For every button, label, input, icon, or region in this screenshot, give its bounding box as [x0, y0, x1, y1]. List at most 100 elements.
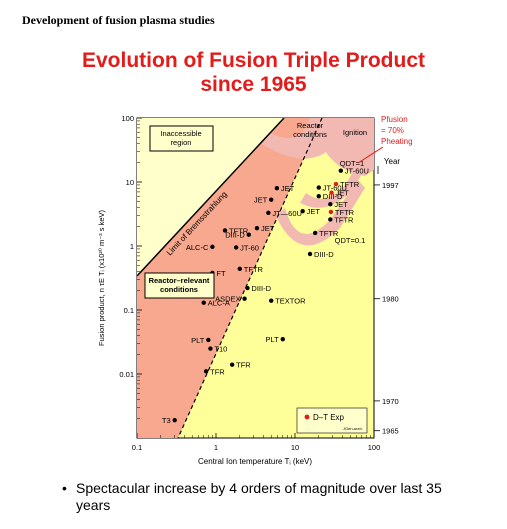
data-point-label: JT-60U: [323, 184, 347, 193]
data-point: [312, 230, 318, 236]
x-tick-label: 100: [368, 443, 381, 452]
data-point-label: T10: [214, 345, 227, 354]
data-point: [246, 232, 251, 237]
chart-title-line2: since 1965: [200, 73, 307, 96]
x-tick-label: 1: [214, 443, 218, 452]
reactor-label: Reactor conditions: [293, 121, 327, 139]
reactor-relevant-box: [144, 272, 215, 299]
qdt01-label: QDT=0.1: [335, 236, 366, 245]
data-point-label: JET: [307, 207, 321, 216]
data-point: [316, 185, 321, 190]
pfusion-pointer: [357, 146, 384, 164]
data-point-label: DIII-D: [323, 192, 343, 201]
data-point-label: TFTR: [335, 208, 355, 217]
data-point-label: ALC-A: [208, 299, 230, 308]
data-point-label: JET: [254, 196, 268, 205]
year-tick-label: 1970: [382, 397, 399, 406]
data-point-label: ASDEX: [215, 295, 240, 304]
x-tick-label: 10: [291, 443, 299, 452]
legend-box: [296, 407, 368, 434]
year-tick-label: 1965: [382, 427, 399, 436]
triple-product-chart: 0.1 1 10 100 0.01 0.1 1 10 100 1997 1980 1970 1965 T…: [97, 114, 413, 466]
data-point: [316, 193, 321, 199]
ignition-label: Ignition: [343, 128, 367, 137]
y-tick-label: 0.1: [124, 306, 134, 315]
data-point: [269, 298, 274, 303]
data-point: [233, 245, 239, 250]
data-point-label: JT-60: [240, 243, 259, 252]
reactor-relevant-region: [137, 118, 322, 438]
qdt01-band: [276, 180, 365, 246]
data-point: [208, 346, 213, 351]
data-point: [280, 336, 285, 342]
x-tick-label: 0.1: [132, 443, 142, 452]
y-axis-label: Fusion product, n τE Tᵢ (x10²⁰ m⁻³ s keV…: [97, 209, 106, 346]
bullet-icon: •: [62, 480, 67, 496]
year-tick-label: 1997: [382, 181, 399, 190]
summary-text: Spectacular increase by 4 orders of magn…: [76, 480, 442, 513]
legend-dt-label: D–T Exp: [313, 413, 345, 422]
data-point: [338, 168, 344, 173]
page-header: Development of fusion plasma studies: [22, 13, 215, 27]
data-point: [333, 181, 339, 187]
data-point: [245, 285, 250, 291]
data-point: [206, 337, 211, 343]
data-point-label: DIII-D: [251, 284, 271, 293]
data-point-label: TFR: [236, 361, 251, 370]
summary-bullet: • Spectacular increase by 4 orders of ma…: [62, 480, 476, 514]
reactor-band: [260, 118, 340, 159]
data-point-label: TFTR: [229, 226, 249, 235]
qdt1-band: [300, 166, 364, 208]
inaccessible-box: [149, 125, 214, 152]
year-axis-label: Year: [384, 157, 401, 166]
data-point: [328, 209, 334, 215]
data-point-label: TFTR: [340, 180, 360, 189]
data-point: [329, 190, 334, 195]
reactor-relevant-label: Reactor–relevant conditions: [149, 276, 210, 294]
year-tick-label: 1980: [382, 295, 399, 304]
y-tick-label: 10: [126, 178, 134, 187]
data-point-label: JT—60U: [272, 209, 302, 218]
data-point: [229, 362, 235, 367]
data-point-label: JET: [334, 200, 348, 209]
data-point: [300, 208, 305, 214]
data-point: [266, 210, 271, 216]
data-point: [274, 186, 280, 191]
data-point: [242, 296, 247, 301]
reactor-relevant-boundary: [177, 118, 323, 438]
inaccessible-label: Inaccessible region: [160, 129, 201, 147]
y-tick-label: 100: [121, 114, 134, 123]
data-point: [328, 201, 333, 207]
data-point-label: JET: [336, 189, 350, 198]
data-point: [328, 217, 333, 222]
data-point-label: DIII-D: [225, 231, 245, 240]
pfusion-label: Pfusion: [381, 115, 408, 124]
legend-source: JGen.acr/c: [343, 426, 362, 431]
data-point: [269, 197, 274, 202]
data-point-label: ALC-C: [186, 243, 209, 252]
pfusion-eq-label: = 70%: [381, 126, 404, 135]
data-point-label: TEXTOR: [275, 297, 306, 306]
legend-dt-marker: [304, 414, 310, 420]
data-point: [307, 251, 313, 257]
bremsstrahlung-limit-line: [137, 118, 285, 277]
y-tick-label: 0.01: [119, 370, 134, 379]
data-point: [201, 300, 206, 305]
data-point-label: TFTR: [319, 229, 339, 238]
data-point-label: DIII-D: [314, 250, 334, 259]
qdt1-label: QDT=1: [340, 159, 364, 168]
data-point-label: T3: [162, 416, 171, 425]
data-point: [237, 266, 242, 272]
data-point-label: PLT: [266, 335, 280, 344]
data-point-label: TFTR: [334, 215, 354, 224]
y-tick-label: 1: [130, 242, 134, 251]
legend: D–T Exp JGen.acr/c: [296, 407, 368, 434]
data-point-label: JET: [281, 184, 295, 193]
data-point: [254, 225, 260, 231]
data-point-label: JT-60U: [345, 167, 369, 176]
data-point: [203, 369, 209, 374]
data-point-label: TFR: [210, 367, 225, 376]
chart-title-line1: Evolution of Fusion Triple Product: [82, 49, 425, 72]
data-point: [222, 228, 228, 233]
